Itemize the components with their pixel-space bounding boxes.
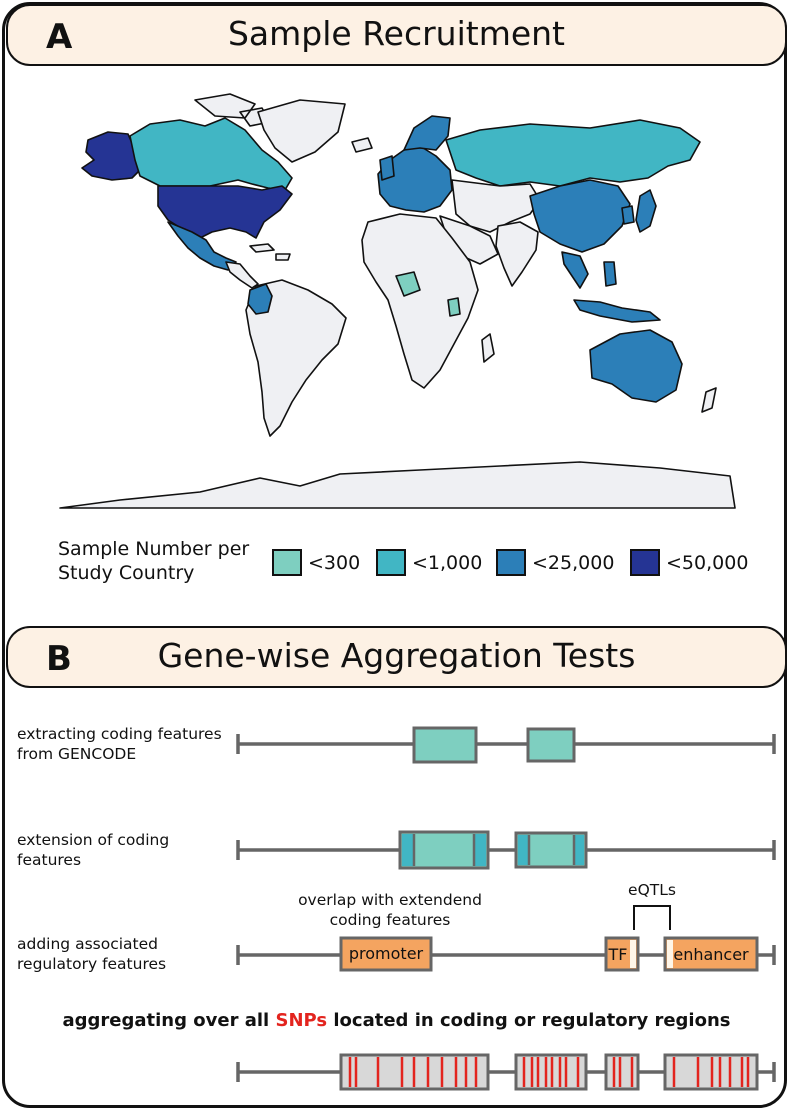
step-1-line2: from GENCODE: [17, 745, 137, 763]
promoter-box: [339, 936, 433, 972]
eqtl-bracket: [633, 905, 671, 930]
map-philippines: [603, 261, 617, 287]
map-india: [495, 221, 539, 287]
map-canada: [129, 117, 293, 191]
map-korea: [621, 205, 635, 225]
enhancer-box: [663, 936, 759, 972]
panel-a-header: A Sample Recruitment: [6, 4, 787, 66]
step-2-line2: features: [17, 851, 82, 869]
extension-left-1: [402, 834, 414, 866]
extension-left-2: [518, 835, 529, 865]
overlap-note: overlap with extendend coding features: [290, 890, 490, 930]
map-africa: [361, 213, 479, 389]
step-label-1: extracting coding features from GENCODE: [17, 724, 222, 764]
legend-label: <300: [308, 551, 361, 574]
panel-b-letter: B: [46, 639, 72, 679]
step-3-line1: adding associated: [17, 935, 158, 953]
map-china: [529, 179, 631, 253]
legend-swatch: [496, 549, 526, 576]
step-label-2: extension of coding features: [17, 830, 169, 870]
snp-marks: [348, 1057, 750, 1087]
map-nigeria: [395, 271, 421, 297]
overlap-note-line1: overlap with extendend: [298, 891, 482, 909]
legend-label: <1,000: [412, 551, 483, 574]
map-south-america: [245, 279, 347, 437]
panel-a-title: Sample Recruitment: [227, 14, 565, 53]
map-russia: [445, 119, 701, 187]
summary-snps: SNPs: [275, 1010, 328, 1031]
map-alaska: [81, 131, 141, 181]
panel-b-header: B Gene-wise Aggregation Tests: [6, 626, 787, 688]
legend-swatch: [272, 549, 302, 576]
legend-label: <25,000: [532, 551, 615, 574]
map-scandinavia: [403, 115, 451, 151]
map-australia: [589, 329, 683, 403]
map-east-africa: [447, 297, 461, 317]
coding-exon-1: [412, 726, 478, 764]
map-new-zealand: [701, 387, 717, 413]
step-2-line1: extension of coding: [17, 831, 170, 849]
map-central-asia: [451, 179, 541, 233]
map-central-america: [225, 261, 259, 289]
enhancer-label: enhancer: [673, 945, 749, 964]
extension-right-1: [474, 834, 486, 866]
map-southeast-asia: [561, 251, 589, 289]
map-europe: [377, 145, 453, 213]
map-iceland: [351, 137, 373, 153]
extension-right-2: [574, 835, 584, 865]
legend-item-50000: <50,000: [630, 549, 748, 576]
legend-item-25000: <25,000: [496, 549, 614, 576]
legend-label: <50,000: [666, 551, 749, 574]
legend-swatch: [630, 549, 660, 576]
map-indonesia: [573, 299, 661, 323]
coding-exon-2: [526, 727, 576, 763]
enhancer-highlight: [667, 940, 673, 968]
map-colombia: [247, 283, 273, 315]
legend-title-line1: Sample Number per: [58, 538, 250, 560]
gene-tracks: [236, 726, 776, 1091]
summary-after: located in coding or regulatory regions: [327, 1010, 731, 1031]
map-caribbean: [249, 243, 291, 261]
panel-a-letter: A: [46, 17, 73, 57]
map-canada-islands: [194, 93, 271, 127]
summary-before: aggregating over all: [62, 1010, 276, 1031]
overlap-note-line2: coding features: [329, 911, 451, 929]
legend-item-300: <300: [272, 549, 360, 576]
panel-b-title: Gene-wise Aggregation Tests: [157, 636, 636, 675]
map-uk: [379, 155, 395, 181]
step-3-line2: regulatory features: [17, 955, 167, 973]
tf-label: TF: [608, 945, 628, 964]
map-japan: [635, 189, 657, 233]
map-greenland: [257, 99, 346, 163]
step-1-line1: extracting coding features: [17, 725, 222, 743]
map-madagascar: [481, 333, 495, 363]
legend-title-line2: Study Country: [58, 562, 195, 584]
legend-title: Sample Number per Study Country: [58, 537, 249, 585]
legend-item-1000: <1,000: [376, 549, 482, 576]
eqtl-label: eQTLs: [628, 881, 676, 899]
promoter-label: promoter: [348, 944, 424, 963]
legend-swatch: [376, 549, 406, 576]
tf-highlight: [630, 940, 636, 968]
step-label-3: adding associated regulatory features: [17, 934, 166, 974]
map-antarctica: [59, 461, 736, 509]
aggregation-summary: aggregating over all SNPs located in cod…: [0, 1010, 793, 1031]
